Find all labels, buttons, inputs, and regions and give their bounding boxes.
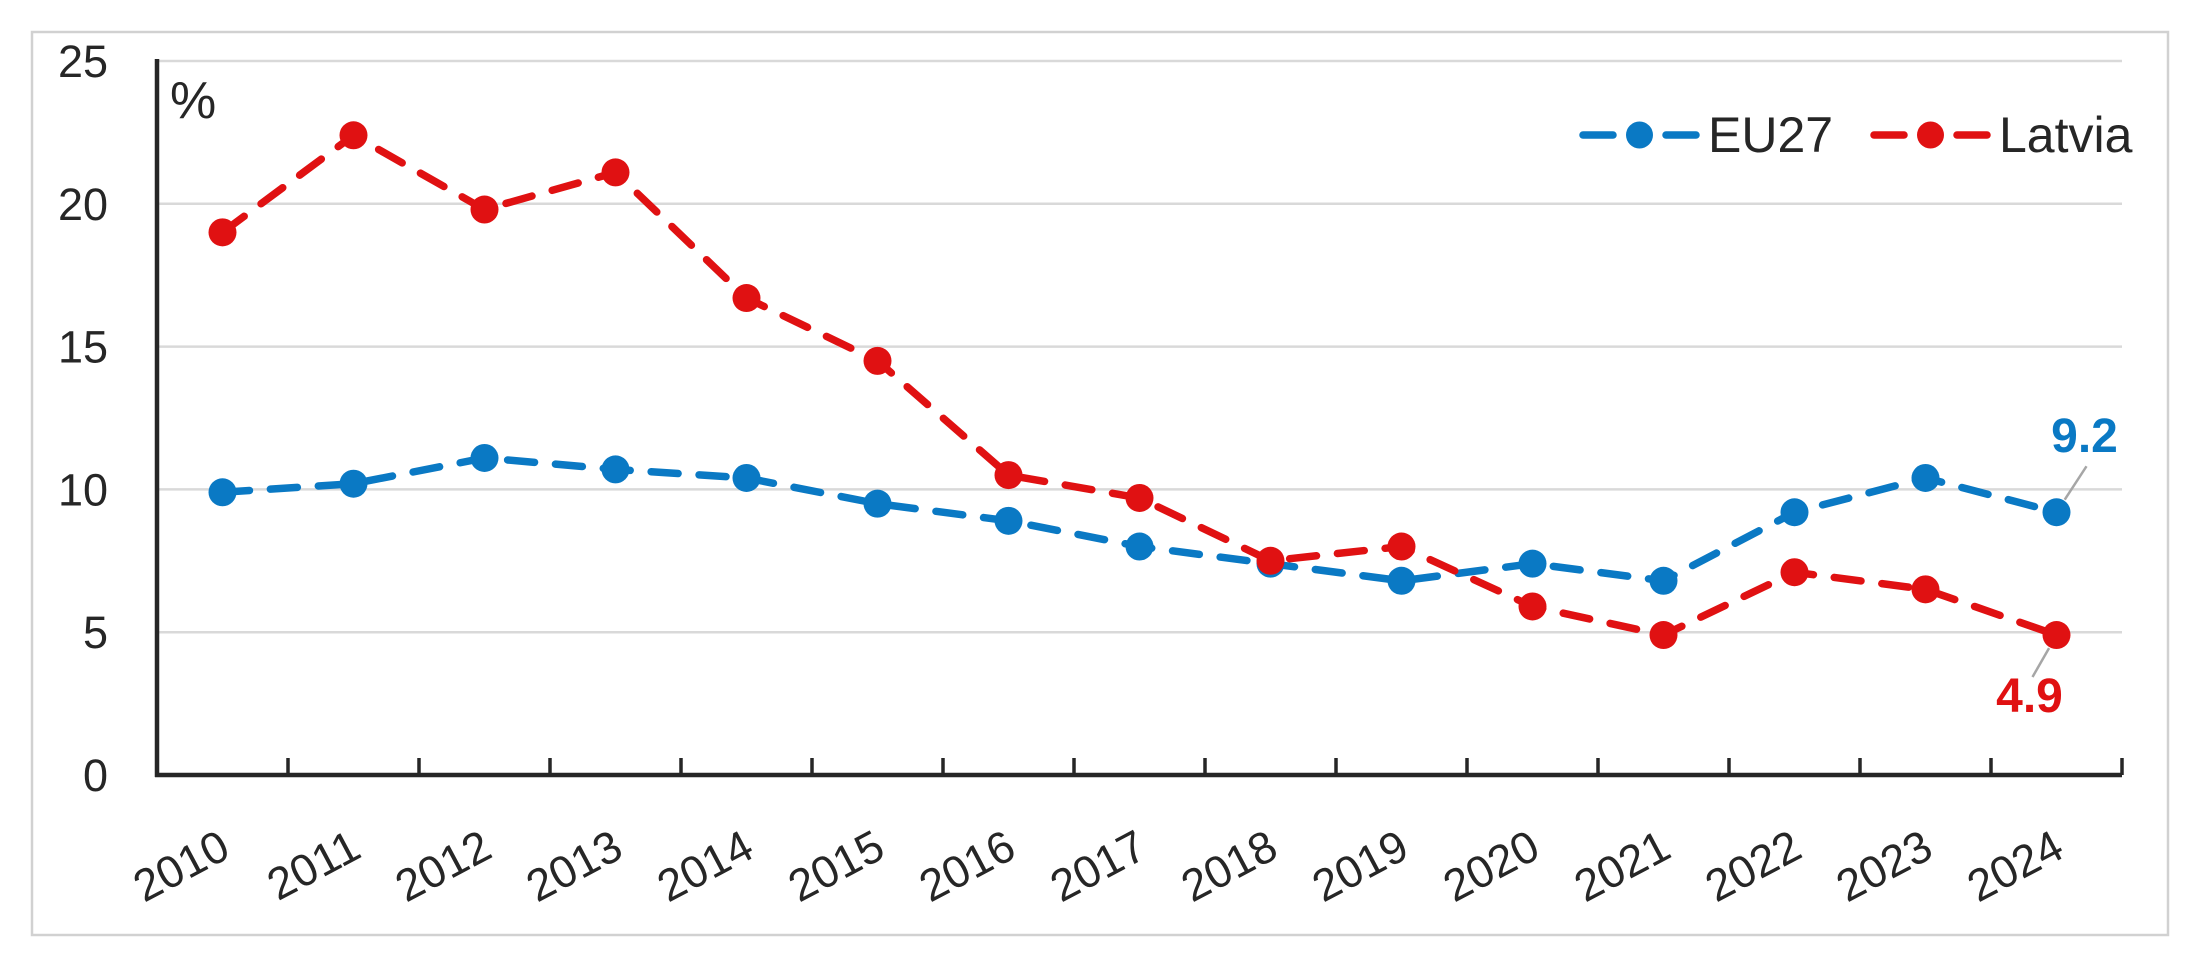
point-eu27-2016 <box>994 506 1023 535</box>
legend-swatch-eu27 <box>1579 121 1700 149</box>
point-latvia-2013 <box>601 158 630 187</box>
point-latvia-2015 <box>863 346 892 375</box>
data-label-latvia-2024: 4.9 <box>1996 670 2063 723</box>
x-year-label-2020: 2020 <box>1435 820 1547 912</box>
point-eu27-2013 <box>601 455 630 484</box>
y-tick-label-0: 0 <box>83 750 108 801</box>
point-eu27-2012 <box>470 443 499 472</box>
point-eu27-2015 <box>863 489 892 518</box>
x-year-label-2024: 2024 <box>1959 820 2071 912</box>
leader-line-eu27 <box>2063 465 2088 501</box>
point-eu27-2023 <box>1911 463 1940 492</box>
legend-swatch-latvia <box>1870 121 1991 149</box>
x-year-label-2015: 2015 <box>780 820 892 912</box>
y-unit-label: % <box>170 72 216 130</box>
x-year-label-2018: 2018 <box>1173 820 1285 912</box>
point-eu27-2021 <box>1649 566 1678 595</box>
x-year-label-2023: 2023 <box>1828 820 1940 912</box>
point-eu27-2020 <box>1518 549 1547 578</box>
legend-label-latvia: Latvia <box>1999 107 2133 163</box>
x-year-label-2013: 2013 <box>518 820 630 912</box>
x-year-label-2021: 2021 <box>1566 820 1678 912</box>
point-latvia-2024 <box>2042 621 2071 650</box>
x-year-label-2012: 2012 <box>387 820 499 912</box>
legend-dot-icon <box>1917 121 1944 149</box>
point-eu27-2010 <box>208 478 237 507</box>
y-tick-label-15: 15 <box>58 322 108 373</box>
x-year-label-2019: 2019 <box>1304 820 1416 912</box>
point-latvia-2011 <box>339 121 368 150</box>
chart-border <box>30 30 2170 937</box>
leader-line-latvia <box>2031 647 2051 678</box>
point-eu27-2024 <box>2042 498 2071 527</box>
point-eu27-2014 <box>732 463 761 492</box>
point-latvia-2022 <box>1780 558 1809 587</box>
point-latvia-2010 <box>208 218 237 247</box>
legend-item-latvia: Latvia <box>1870 107 2133 163</box>
x-year-label-2014: 2014 <box>649 820 761 912</box>
x-year-label-2010: 2010 <box>125 820 237 912</box>
data-label-eu27-2024: 9.2 <box>2051 410 2118 463</box>
series-latvia <box>208 121 2071 650</box>
point-latvia-2019 <box>1387 532 1416 561</box>
point-latvia-2016 <box>994 461 1023 490</box>
legend-dot-icon <box>1626 121 1653 149</box>
y-tick-label-20: 20 <box>58 179 108 230</box>
point-latvia-2018 <box>1256 546 1285 575</box>
y-tick-label-10: 10 <box>58 464 108 515</box>
point-latvia-2014 <box>732 284 761 313</box>
point-eu27-2022 <box>1780 498 1809 527</box>
point-eu27-2017 <box>1125 532 1154 561</box>
x-year-label-2016: 2016 <box>911 820 1023 912</box>
x-year-label-2022: 2022 <box>1697 820 1809 912</box>
point-eu27-2011 <box>339 469 368 498</box>
point-latvia-2023 <box>1911 575 1940 604</box>
eu27-line <box>218 454 2061 585</box>
x-year-label-2017: 2017 <box>1042 820 1154 912</box>
point-latvia-2017 <box>1125 483 1154 512</box>
legend: EU27 Latvia <box>1579 107 2133 163</box>
x-year-label-2011: 2011 <box>259 820 368 910</box>
point-latvia-2012 <box>470 195 499 224</box>
y-tick-label-25: 25 <box>58 36 108 87</box>
point-latvia-2020 <box>1518 592 1547 621</box>
legend-label-eu27: EU27 <box>1708 107 1833 163</box>
point-latvia-2021 <box>1649 621 1678 650</box>
y-tick-label-5: 5 <box>83 607 108 658</box>
legend-item-eu27: EU27 <box>1579 107 1833 163</box>
point-eu27-2019 <box>1387 566 1416 595</box>
